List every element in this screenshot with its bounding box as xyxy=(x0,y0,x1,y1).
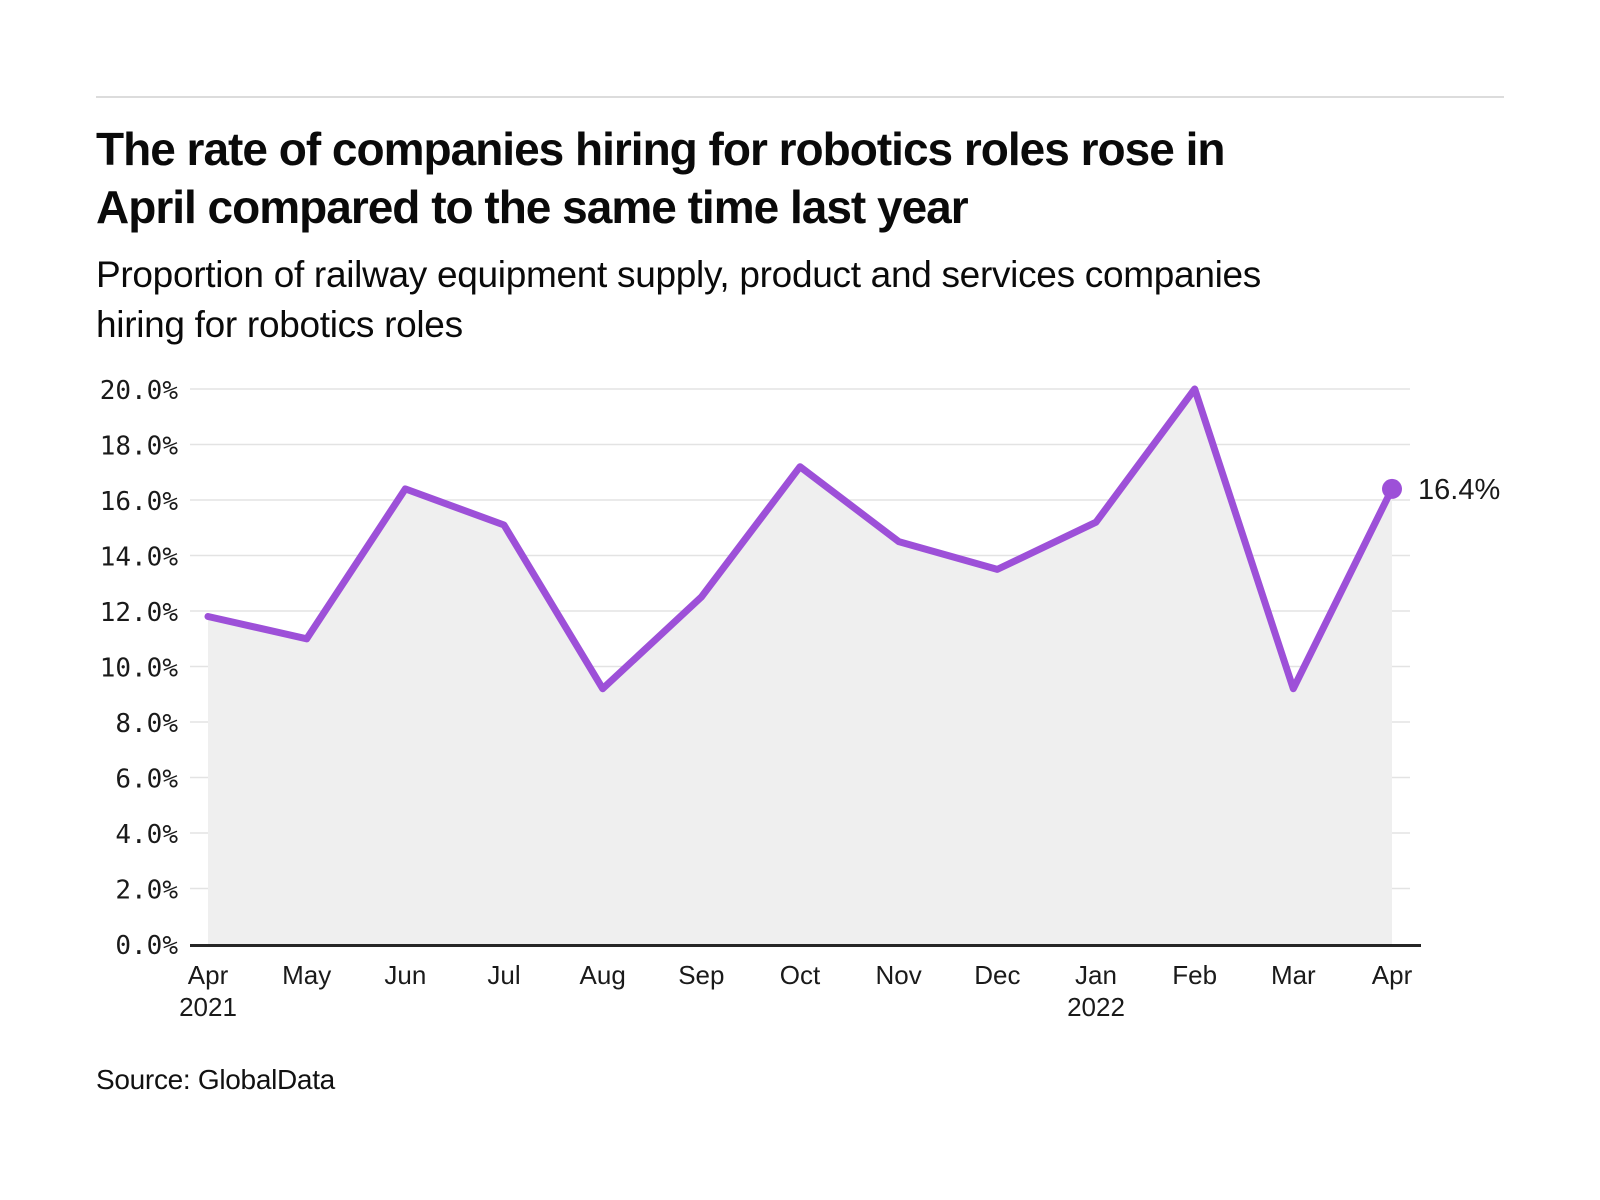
chart-title-line-2: April compared to the same time last yea… xyxy=(96,181,969,233)
x-tick-label: Nov xyxy=(876,960,922,990)
top-divider xyxy=(96,96,1504,98)
x-tick-label: Aug xyxy=(580,960,626,990)
x-tick-label: Mar xyxy=(1271,960,1316,990)
y-tick-label: 0.0% xyxy=(115,931,178,961)
y-tick-label: 6.0% xyxy=(115,765,178,795)
y-tick-label: 12.0% xyxy=(100,598,179,628)
x-tick-label: Apr xyxy=(1372,960,1413,990)
y-tick-label: 4.0% xyxy=(115,820,178,850)
x-tick-label: Oct xyxy=(780,960,821,990)
x-year-label: 2022 xyxy=(1067,992,1125,1022)
end-point-dot xyxy=(1382,478,1402,499)
chart-subtitle-line-2: hiring for robotics roles xyxy=(96,304,463,345)
chart-title-line-1: The rate of companies hiring for robotic… xyxy=(96,123,1225,175)
y-tick-label: 8.0% xyxy=(115,709,178,739)
y-tick-label: 16.0% xyxy=(100,487,179,517)
x-tick-label: Jun xyxy=(384,960,426,990)
y-tick-label: 20.0% xyxy=(100,376,179,406)
chart-subtitle: Proportion of railway equipment supply, … xyxy=(96,250,1456,350)
x-tick-label: Apr xyxy=(188,960,229,990)
chart-title: The rate of companies hiring for robotic… xyxy=(96,120,1456,236)
y-tick-label: 2.0% xyxy=(115,876,178,906)
x-year-label: 2021 xyxy=(179,992,237,1022)
source-note: Source: GlobalData xyxy=(96,1064,335,1095)
end-point-label: 16.4% xyxy=(1418,474,1500,506)
y-tick-label: 18.0% xyxy=(100,432,179,462)
y-tick-label: 14.0% xyxy=(100,543,179,573)
x-tick-label: Feb xyxy=(1172,960,1217,990)
y-tick-label: 10.0% xyxy=(100,654,179,684)
x-tick-label: Jan xyxy=(1075,960,1117,990)
x-tick-label: Sep xyxy=(678,960,724,990)
series-line xyxy=(204,385,1396,693)
x-tick-label: May xyxy=(282,960,331,990)
x-tick-label: Jul xyxy=(487,960,520,990)
chart-subtitle-line-1: Proportion of railway equipment supply, … xyxy=(96,254,1261,295)
x-tick-label: Dec xyxy=(974,960,1020,990)
